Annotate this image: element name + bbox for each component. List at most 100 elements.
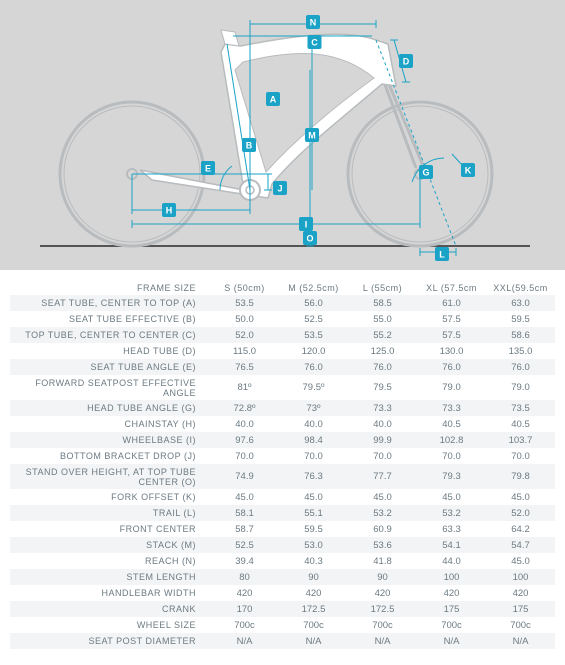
cell-value: 45.0	[210, 489, 279, 505]
table-row: HEAD TUBE ANGLE (G)72.8º73º73.373.373.5	[10, 400, 555, 416]
row-label: CHAINSTAY (H)	[10, 416, 210, 432]
cell-value: 60.9	[348, 521, 417, 537]
cell-value: 76.3	[279, 464, 348, 489]
cell-value: 52.0	[210, 327, 279, 343]
cell-value: 53.2	[417, 505, 486, 521]
header-frame-size: FRAME SIZE	[10, 280, 210, 295]
row-label: FRONT CENTER	[10, 521, 210, 537]
table-row: FRONT CENTER58.759.560.963.364.2	[10, 521, 555, 537]
row-label: WHEEL SIZE	[10, 617, 210, 633]
svg-text:D: D	[403, 57, 410, 67]
row-label: HEAD TUBE (D)	[10, 343, 210, 359]
cell-value: 100	[486, 569, 555, 585]
cell-value: 90	[279, 569, 348, 585]
cell-value: 79.5º	[279, 375, 348, 400]
cell-value: N/A	[210, 633, 279, 649]
cell-value: N/A	[486, 633, 555, 649]
cell-value: 77.7	[348, 464, 417, 489]
cell-value: 90	[348, 569, 417, 585]
table-row: FORWARD SEATPOST EFFECTIVE ANGLE81º79.5º…	[10, 375, 555, 400]
cell-value: 700c	[417, 617, 486, 633]
row-label: STACK (M)	[10, 537, 210, 553]
cell-value: 40.5	[486, 416, 555, 432]
cell-value: 73.3	[417, 400, 486, 416]
cell-value: 80	[210, 569, 279, 585]
cell-value: 420	[417, 585, 486, 601]
svg-text:J: J	[277, 184, 282, 194]
table-row: SEAT TUBE EFFECTIVE (B)50.052.555.057.55…	[10, 311, 555, 327]
cell-value: N/A	[279, 633, 348, 649]
cell-value: 53.6	[348, 537, 417, 553]
cell-value: 40.0	[348, 416, 417, 432]
cell-value: 73º	[279, 400, 348, 416]
cell-value: 76.5	[210, 359, 279, 375]
cell-value: 79.0	[486, 375, 555, 400]
table-row: STAND OVER HEIGHT, AT TOP TUBE CENTER (O…	[10, 464, 555, 489]
cell-value: 81º	[210, 375, 279, 400]
cell-value: 40.0	[279, 416, 348, 432]
table-row: WHEEL SIZE700c700c700c700c700c	[10, 617, 555, 633]
cell-value: 99.9	[348, 432, 417, 448]
cell-value: 40.3	[279, 553, 348, 569]
cell-value: 70.0	[417, 448, 486, 464]
cell-value: 79.5	[348, 375, 417, 400]
cell-value: 70.0	[348, 448, 417, 464]
bike-frame-svg: NCDABEGHIJKLMO	[0, 0, 565, 270]
cell-value: 63.3	[417, 521, 486, 537]
cell-value: 44.0	[417, 553, 486, 569]
cell-value: 45.0	[417, 489, 486, 505]
row-label: STAND OVER HEIGHT, AT TOP TUBE CENTER (O…	[10, 464, 210, 489]
cell-value: 103.7	[486, 432, 555, 448]
row-label: SEAT TUBE ANGLE (E)	[10, 359, 210, 375]
table-row: SEAT POST DIAMETERN/AN/AN/AN/AN/A	[10, 633, 555, 649]
svg-text:M: M	[308, 131, 316, 141]
svg-text:E: E	[205, 164, 211, 174]
cell-value: 125.0	[348, 343, 417, 359]
column-header: XXL(59.5cm	[486, 280, 555, 295]
row-label: CRANK	[10, 601, 210, 617]
row-label: BOTTOM BRACKET DROP (J)	[10, 448, 210, 464]
table-row: TRAIL (L)58.155.153.253.252.0	[10, 505, 555, 521]
cell-value: 175	[417, 601, 486, 617]
table-row: REACH (N)39.440.341.844.045.0	[10, 553, 555, 569]
cell-value: 59.5	[486, 311, 555, 327]
row-label: TRAIL (L)	[10, 505, 210, 521]
cell-value: 45.0	[279, 489, 348, 505]
cell-value: 57.5	[417, 311, 486, 327]
cell-value: 58.7	[210, 521, 279, 537]
table-row: CHAINSTAY (H)40.040.040.040.540.5	[10, 416, 555, 432]
cell-value: 50.0	[210, 311, 279, 327]
geometry-diagram: NCDABEGHIJKLMO	[0, 0, 565, 270]
cell-value: 72.8º	[210, 400, 279, 416]
cell-value: 700c	[279, 617, 348, 633]
cell-value: 61.0	[417, 295, 486, 311]
table-row: HEAD TUBE (D)115.0120.0125.0130.0135.0	[10, 343, 555, 359]
cell-value: 45.0	[486, 489, 555, 505]
cell-value: 55.1	[279, 505, 348, 521]
geometry-table-wrap: FRAME SIZES (50cm)M (52.5cm)L (55cm)XL (…	[0, 270, 565, 649]
table-row: STACK (M)52.553.053.654.154.7	[10, 537, 555, 553]
svg-text:H: H	[166, 206, 173, 216]
cell-value: 76.0	[486, 359, 555, 375]
cell-value: 73.3	[348, 400, 417, 416]
cell-value: 70.0	[279, 448, 348, 464]
cell-value: 700c	[348, 617, 417, 633]
geometry-table: FRAME SIZES (50cm)M (52.5cm)L (55cm)XL (…	[10, 280, 555, 649]
row-label: WHEELBASE (I)	[10, 432, 210, 448]
cell-value: 39.4	[210, 553, 279, 569]
cell-value: 53.0	[279, 537, 348, 553]
cell-value: 79.3	[417, 464, 486, 489]
table-row: CRANK170172.5172.5175175	[10, 601, 555, 617]
cell-value: 40.5	[417, 416, 486, 432]
svg-text:B: B	[246, 141, 253, 151]
table-row: FORK OFFSET (K)45.045.045.045.045.0	[10, 489, 555, 505]
table-row: SEAT TUBE ANGLE (E)76.576.076.076.076.0	[10, 359, 555, 375]
svg-text:O: O	[306, 234, 313, 244]
cell-value: 100	[417, 569, 486, 585]
cell-value: 64.2	[486, 521, 555, 537]
cell-value: 58.6	[486, 327, 555, 343]
cell-value: 53.2	[348, 505, 417, 521]
cell-value: 115.0	[210, 343, 279, 359]
cell-value: 45.0	[348, 489, 417, 505]
cell-value: 700c	[486, 617, 555, 633]
